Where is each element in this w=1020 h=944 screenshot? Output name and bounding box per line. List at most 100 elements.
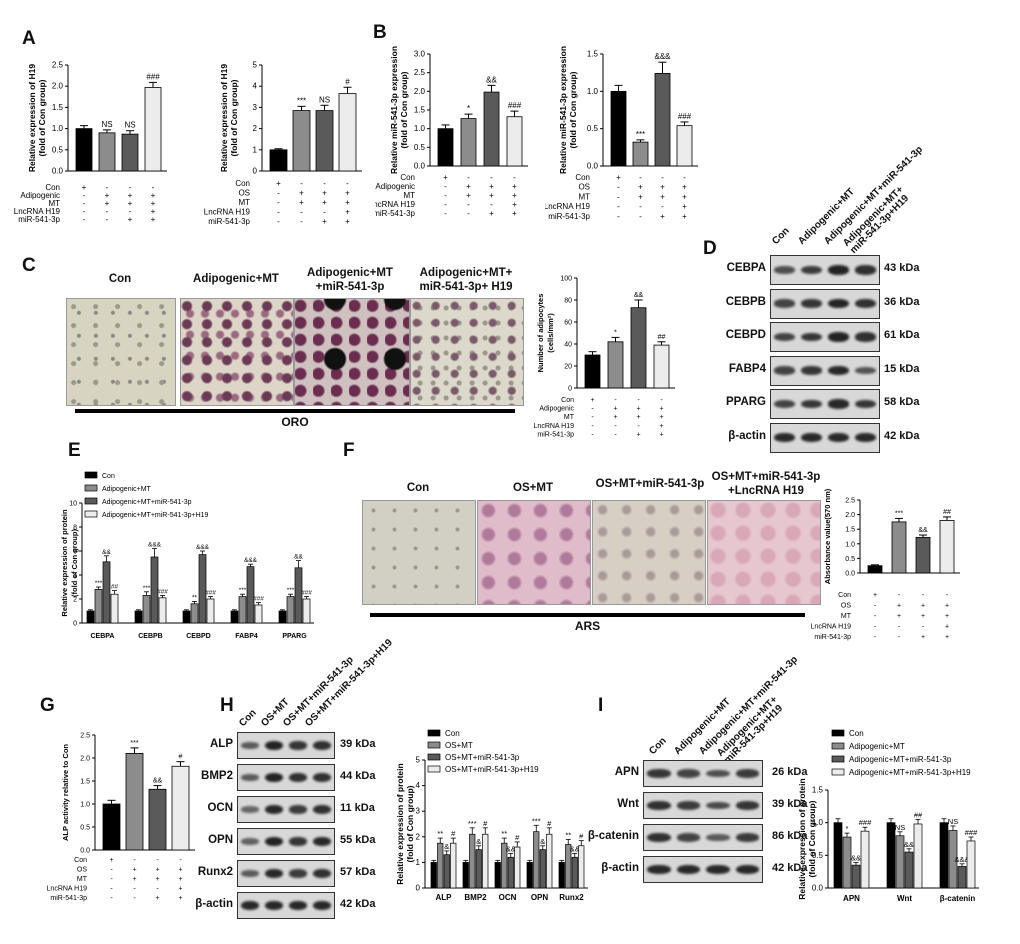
blot-h-kda-1: 44 kDa <box>340 769 376 782</box>
B1-sig-label-1: * <box>467 104 470 113</box>
I-bar-2-2 <box>957 866 967 889</box>
B1-row-mark-0-3: - <box>513 173 516 182</box>
blot-i-band-2-0 <box>647 832 671 843</box>
blot-h-band-name-0: ALP <box>210 737 233 750</box>
H-legend-label-0: Con <box>445 729 460 738</box>
ars-header-h19: OS+MT+miR-541-3p +LncRNA H19 <box>711 471 821 497</box>
E-bar-0-0 <box>86 610 95 624</box>
A2-sig-label-1: *** <box>297 96 306 105</box>
C-row-mark-1-3: + <box>659 406 663 413</box>
C-row-mark-0-0: + <box>590 397 594 404</box>
E-bar-4-3 <box>302 598 311 624</box>
B1-sig-label-2: && <box>486 75 497 84</box>
B2-bar-2 <box>654 73 671 167</box>
F-row-mark-4-0: - <box>874 634 877 641</box>
blot-h-band-4-1 <box>265 868 283 879</box>
B1-row-label-1: Adipogenic <box>375 182 415 191</box>
blot-d-band-name-0: CEBPA <box>726 262 766 274</box>
I-bar-0-3 <box>860 830 870 889</box>
H-legend-swatch-3 <box>427 765 441 773</box>
blot-h-kda-2: 11 kDa <box>340 801 375 814</box>
G-sig-label-1: *** <box>130 740 138 747</box>
H-y-label-line-0: Relative expression of protein <box>395 763 405 884</box>
blot-d-strip-3 <box>770 355 880 386</box>
blot-d-kda-0: 43 kDa <box>884 262 920 274</box>
B2-row-mark-4-2: + <box>660 212 665 221</box>
blot-h-band-4-3 <box>313 868 331 879</box>
blot-i-band-name-1: Wnt <box>617 797 639 810</box>
ars-image-mir <box>592 500 706 605</box>
F-row-mark-3-0: - <box>874 624 877 631</box>
A1-row-mark-1-1: + <box>105 191 110 200</box>
A1-row-label-0: Con <box>45 183 60 192</box>
ars-image-h19 <box>707 500 821 605</box>
E-sig-label-0-1: *** <box>95 580 103 587</box>
E-bar-1-0 <box>134 610 143 624</box>
H-category-label-1: BMP2 <box>464 893 487 902</box>
H-bar-3-2 <box>539 849 546 889</box>
blot-d-strip-4 <box>770 389 880 419</box>
A1-bar-1 <box>98 132 116 172</box>
C-row-mark-4-0: - <box>591 431 594 438</box>
E-legend-swatch-0 <box>84 471 98 479</box>
G-row-mark-4-1: - <box>133 895 136 902</box>
blot-d-band-name-1: CEBPB <box>725 295 766 308</box>
C-row-mark-1-1: + <box>613 406 617 413</box>
blot-i-band-0-2 <box>706 769 730 778</box>
A2-row-mark-2-0: - <box>277 198 280 207</box>
H-bar-1-3 <box>482 833 489 889</box>
E-sig-label-4-3: ### <box>301 590 312 597</box>
F-row-mark-3-3: + <box>945 624 949 631</box>
H-bar-3-3 <box>546 833 553 889</box>
chart-b-left: 0.0 0.5 1.0 1.5 2.0 2.5 3.0 Relative miR-541-3p… <box>375 46 528 218</box>
panel-letter-f: F <box>343 440 355 461</box>
B2-row-mark-0-3: - <box>683 173 686 182</box>
G-row-mark-0-1: - <box>133 857 136 864</box>
C-y-label-line-0: Number of adipocytes <box>536 294 545 373</box>
E-bar-0-2 <box>102 561 111 624</box>
blot-d-band-3-3 <box>855 366 876 375</box>
A2-row-label-2: MT <box>238 198 250 207</box>
H-bar-4-2 <box>571 856 578 889</box>
blot-h-band-5-2 <box>289 900 307 911</box>
A2-y-label-line-1: (fold of Con group) <box>229 79 239 156</box>
E-y-tick-label-5: 10 <box>69 501 77 508</box>
G-y-label: ALP activity relative to Con <box>61 744 70 841</box>
blot-h-band-2-0 <box>241 806 259 813</box>
H-sig-label-3-2: & <box>540 837 545 846</box>
I-sig-label-0-3: ### <box>859 818 872 827</box>
blot-h-band-3-0 <box>241 838 259 845</box>
I-legend-swatch-0 <box>831 729 845 737</box>
blot-d-lane-0: Con <box>770 225 792 247</box>
blot-h-band-name-4: Runx2 <box>197 865 233 878</box>
blot-h-strip-4 <box>237 860 335 887</box>
C-row-mark-2-3: + <box>659 414 663 421</box>
blot-h-strip-0 <box>237 732 335 759</box>
C-y-tick-label-3: 60 <box>564 320 572 327</box>
E-sig-label-1-1: *** <box>143 585 151 592</box>
A1-row-label-4: miR-541-3p <box>18 215 60 224</box>
I-legend-swatch-1 <box>831 742 845 750</box>
A1-row-label-2: MT <box>48 199 60 208</box>
B1-y-tick-label-4: 2.0 <box>414 87 426 96</box>
I-category-label-2: β-catenin <box>940 894 976 903</box>
F-row-mark-4-3: + <box>945 634 949 641</box>
E-sig-label-1-3: ### <box>157 588 168 595</box>
blot-i-band-name-3: β-actin <box>601 861 639 874</box>
B2-row-mark-2-3: + <box>682 192 687 201</box>
ars-image-os-mt <box>477 500 591 605</box>
H-sig-label-1-3: # <box>483 819 488 828</box>
E-sig-label-0-3: ## <box>111 584 119 591</box>
A2-row-mark-1-3: + <box>345 189 350 198</box>
blot-i-band-2-2 <box>706 834 730 841</box>
B2-row-mark-4-0: - <box>617 212 620 221</box>
blot-d-band-0-2 <box>828 265 849 275</box>
I-y-tick-label-2: 1.0 <box>812 818 824 827</box>
H-category-label-4: Runx2 <box>559 893 584 902</box>
B2-sig-label-3: ### <box>678 112 692 121</box>
blot-h-band-name-3: OPN <box>208 833 233 846</box>
C-row-mark-0-1: - <box>614 397 617 404</box>
blot-d-kda-4: 58 kDa <box>884 396 920 408</box>
H-sig-label-2-1: ** <box>501 829 507 838</box>
panel-letter-a: A <box>22 28 36 49</box>
